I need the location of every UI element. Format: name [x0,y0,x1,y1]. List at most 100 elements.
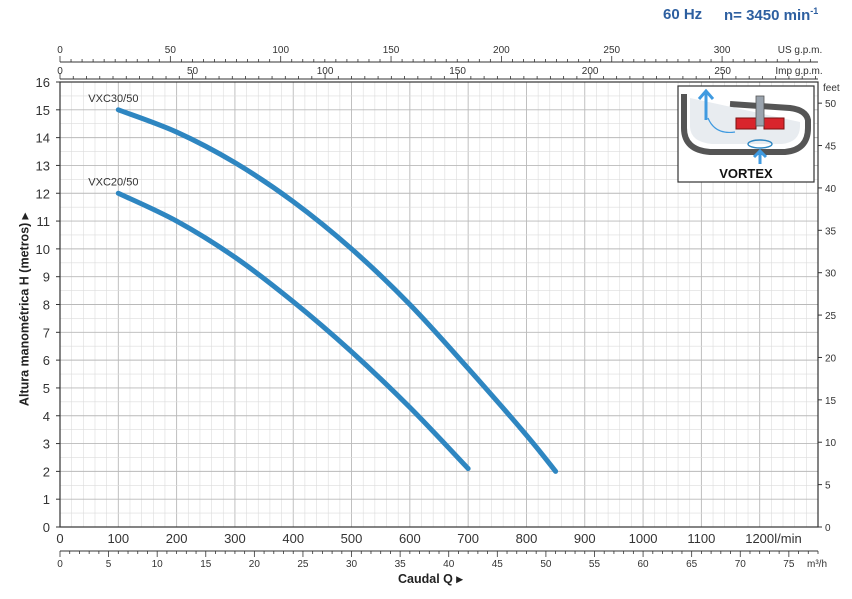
m3h-tick-label: 20 [249,559,261,570]
feet-tick-label: 50 [825,99,837,110]
inset-label: VORTEX [719,166,773,181]
y-tick-label: 0 [43,520,50,535]
m3h-tick-label: 70 [735,559,747,570]
usgpm-tick-label: 300 [714,45,731,56]
impgpm-tick-label: 0 [57,66,63,77]
x-tick-label: 0 [56,531,63,546]
inlet-arrow-icon [752,148,768,164]
feet-unit-label: feet [823,83,840,94]
swirl-icon [747,139,773,149]
x-tick-label: 400 [282,531,304,546]
x-axis-title-text: Caudal Q [398,572,453,586]
m3h-tick-label: 55 [589,559,601,570]
curves: VXC30/50 VXC20/50 [88,93,559,474]
frequency-label: 60 Hz [663,6,703,23]
usgpm-tick-label: 200 [493,45,510,56]
series-line-1 [115,190,471,472]
feet-tick-label: 20 [825,353,837,364]
impgpm-tick-label: 250 [714,66,731,77]
usgpm-unit-label: US g.p.m. [778,45,822,56]
m3h-tick-label: 40 [443,559,455,570]
y-tick-label: 2 [43,464,50,479]
y-tick-label: 15 [36,103,50,118]
feet-tick-label: 0 [825,523,831,534]
m3h-tick-label: 50 [540,559,552,570]
feet-tick-label: 10 [825,438,837,449]
y-tick-label: 3 [43,437,50,452]
y-axis-title-text: Altura manométrica H (metros) [17,222,32,407]
usgpm-tick-label: 100 [272,45,289,56]
series-line-0 [115,107,559,474]
usgpm-tick-label: 250 [603,45,620,56]
feet-tick-label: 25 [825,311,837,322]
usgpm-tick-label: 150 [383,45,400,56]
y-tick-label: 10 [36,242,50,257]
y-tick-label: 11 [37,214,51,229]
m3h-tick-label: 5 [106,559,112,570]
usgpm-tick-label: 0 [57,45,63,56]
x-tick-label: 700 [457,531,479,546]
m3h-tick-label: 35 [395,559,407,570]
speed-text: n= 3450 min [724,7,811,24]
m3h-tick-label: 65 [686,559,698,570]
x-tick-label: 800 [516,531,538,546]
x-axis-title: Caudal Q ▸ [398,572,463,586]
x-tick-label: 1000 [629,531,658,546]
impgpm-tick-label: 200 [582,66,599,77]
x-tick-label: 300 [224,531,246,546]
feet-tick-label: 5 [825,481,831,492]
feet-tick-label: 35 [825,226,837,237]
y-tick-label: 9 [43,270,50,285]
impgpm-tick-label: 100 [317,66,334,77]
axes: 0123456789101112131415160510152025303540… [36,45,840,570]
x-tick-label: 1200 [745,531,774,546]
y-tick-label: 13 [36,158,50,173]
pump-body-icon [681,94,811,155]
y-tick-label: 4 [43,409,50,424]
m3h-tick-label: 0 [57,559,63,570]
vortex-inset: VORTEX [677,85,815,183]
grid [59,81,819,528]
x-unit-label: l/min [774,531,801,546]
impgpm-unit-label: Imp g.p.m. [775,66,822,77]
speed-exponent: -1 [810,6,819,16]
m3h-tick-label: 45 [492,559,504,570]
y-tick-label: 14 [36,131,50,146]
x-tick-label: 600 [399,531,421,546]
y-tick-label: 12 [36,186,50,201]
x-tick-label: 200 [166,531,188,546]
feet-tick-label: 45 [825,142,837,153]
m3h-tick-label: 15 [200,559,212,570]
y-tick-label: 1 [43,492,50,507]
x-tick-label: 500 [341,531,363,546]
shaft-icon [755,95,765,127]
y-tick-label: 16 [36,75,50,90]
impgpm-tick-label: 150 [449,66,466,77]
y-tick-label: 5 [43,381,50,396]
y-tick-label: 7 [43,325,50,340]
y-axis-title: Altura manométrica H (metros) ▸ [17,212,32,407]
feet-tick-label: 30 [825,269,837,280]
y-tick-label: 8 [43,298,50,313]
impeller-right-icon [763,117,785,130]
x-tick-label: 900 [574,531,596,546]
impgpm-tick-label: 50 [187,66,199,77]
y-tick-label: 6 [43,353,50,368]
m3h-tick-label: 30 [346,559,358,570]
usgpm-tick-label: 50 [165,45,177,56]
impeller-left-icon [735,117,757,130]
series-label-0: VXC30/50 [88,93,138,105]
speed-label: n= 3450 min-1 [724,6,818,24]
x-tick-label: 100 [107,531,129,546]
m3h-tick-label: 60 [638,559,650,570]
feet-tick-label: 15 [825,396,837,407]
m3h-tick-label: 25 [297,559,309,570]
feet-tick-label: 40 [825,184,837,195]
outlet-arrow-icon [697,88,715,120]
m3h-unit-label: m³/h [807,559,827,570]
m3h-tick-label: 75 [783,559,795,570]
m3h-tick-label: 10 [152,559,164,570]
x-tick-label: 1100 [687,531,715,546]
series-label-1: VXC20/50 [88,176,138,188]
